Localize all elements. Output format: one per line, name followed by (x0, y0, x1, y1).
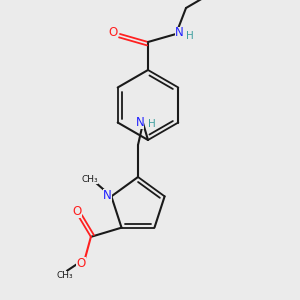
Text: CH₃: CH₃ (57, 271, 73, 280)
Text: N: N (103, 189, 112, 202)
Text: O: O (76, 257, 86, 270)
Text: N: N (175, 26, 183, 40)
Text: H: H (186, 31, 194, 41)
Text: N: N (136, 116, 144, 128)
Text: O: O (72, 205, 82, 218)
Text: O: O (108, 26, 118, 38)
Text: H: H (148, 119, 156, 129)
Text: CH₃: CH₃ (81, 175, 98, 184)
